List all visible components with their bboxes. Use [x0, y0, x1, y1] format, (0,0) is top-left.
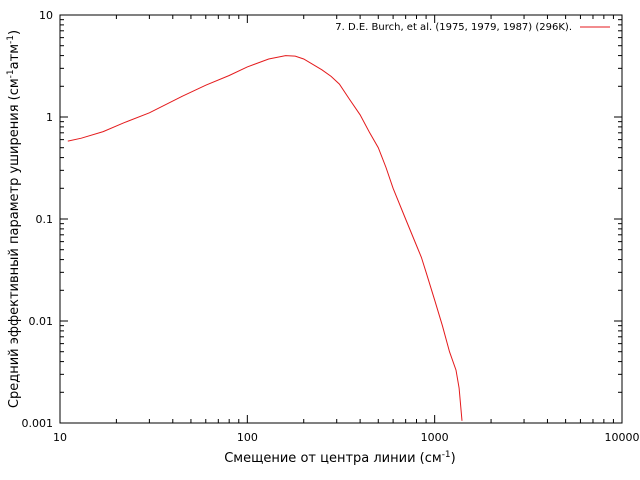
- y-tick-label: 10: [39, 9, 53, 22]
- y-tick-label: 0.001: [22, 417, 54, 430]
- x-axis-label-main: Смещение от центра линии (см: [224, 451, 441, 466]
- y-axis-label: Средний эффективный параметр уширения (с…: [6, 30, 22, 408]
- y-axis-label-mid: атм: [7, 44, 22, 69]
- x-tick-label: 100: [237, 431, 258, 444]
- y-tick-label: 0.01: [29, 315, 54, 328]
- x-axis-label-close: ): [451, 451, 456, 466]
- y-axis-label-sup1: -1: [6, 69, 16, 78]
- plot-frame: [59, 14, 623, 424]
- x-tick-label: 1000: [421, 431, 449, 444]
- legend-entry-label: 7. D.E. Burch, et al. (1975, 1979, 1987)…: [335, 22, 572, 33]
- x-tick-labels: 10 100 1000 10000: [53, 431, 640, 444]
- major-ticks: [59, 14, 623, 424]
- y-tick-label: 0.1: [36, 213, 54, 226]
- series-layer: [67, 55, 463, 421]
- y-tick-label: 1: [46, 111, 53, 124]
- x-tick-label: 10: [53, 431, 67, 444]
- x-axis-label-sup: -1: [442, 450, 451, 460]
- minor-ticks: [60, 15, 622, 423]
- x-axis-label: Смещение от центра линии (см-1): [224, 450, 456, 466]
- series-line: [67, 55, 463, 421]
- y-axis-label-close: ): [7, 30, 22, 35]
- y-axis-label-main: Средний эффективный параметр уширения (с…: [7, 78, 22, 408]
- x-tick-label: 10000: [605, 431, 640, 444]
- y-axis-label-sup2: -1: [6, 35, 16, 44]
- y-tick-labels: 0.001 0.01 0.1 1 10: [22, 9, 54, 430]
